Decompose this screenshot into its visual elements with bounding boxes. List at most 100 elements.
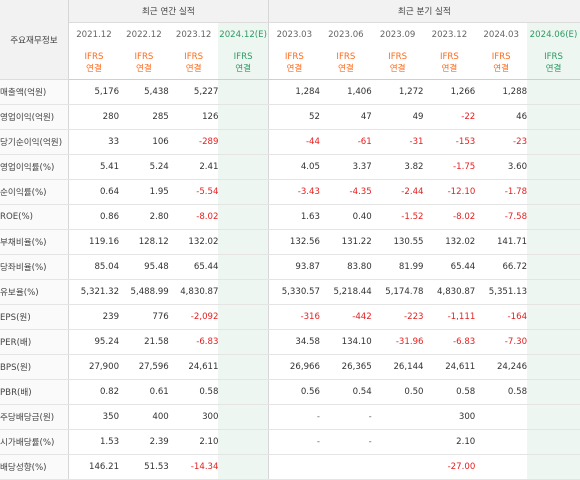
standard-consolidated: 연결 [493, 64, 510, 74]
table-cell: 5,330.57 [268, 279, 320, 305]
table-cell: 0.82 [68, 379, 120, 405]
row-label: EPS(원) [0, 304, 69, 330]
table-cell [218, 104, 269, 130]
row-label: 시가배당률(%) [0, 429, 69, 455]
table-row: 당기순이익(억원) 33 106 -289 -44 -61 -31 -153 -23 [0, 129, 580, 155]
table-cell: 5.41 [68, 154, 120, 180]
table-cell: 3.60 [475, 154, 528, 180]
table-cell: -442 [319, 304, 372, 330]
table-cell: 27,900 [68, 354, 120, 380]
table-cell: 131.22 [319, 229, 372, 255]
table-cell: 400 [119, 404, 169, 430]
table-cell [218, 79, 269, 105]
table-cell: -27.00 [423, 454, 476, 480]
table-cell [527, 79, 580, 105]
table-cell: 5,321.32 [68, 279, 120, 305]
table-cell: 26,966 [268, 354, 320, 380]
table-row: 당좌비율(%) 85.04 95.48 65.44 93.87 83.80 81.99 65.… [0, 254, 580, 280]
table-cell: -8.02 [168, 204, 219, 230]
table-row: 영업이익(억원) 280 285 126 52 47 49 -22 46 [0, 104, 580, 130]
table-cell: 24,611 [168, 354, 219, 380]
annual-group-header: 최근 연간 실적 [68, 0, 269, 23]
table-row: 부채비율(%) 119.16 128.12 132.02 132.56 131.22 130… [0, 229, 580, 255]
accounting-standard-header: IFRS 연결 [68, 47, 120, 80]
row-label: 순이익률(%) [0, 179, 69, 205]
table-cell: -4.35 [319, 179, 372, 205]
table-cell: -31 [371, 129, 424, 155]
table-cell: 300 [168, 404, 219, 430]
table-cell [475, 454, 528, 480]
standard-consolidated: 연결 [136, 64, 152, 74]
table-cell: 1,266 [423, 79, 476, 105]
table-cell [371, 454, 424, 480]
table-cell: 26,365 [319, 354, 372, 380]
table-cell: -1,111 [423, 304, 476, 330]
table-cell: 27,596 [119, 354, 169, 380]
accounting-standard-header: IFRS 연결 [119, 47, 169, 80]
table-cell: 0.86 [68, 204, 120, 230]
table-cell: 24,246 [475, 354, 528, 380]
table-cell: 1.95 [119, 179, 169, 205]
row-label: ROE(%) [0, 204, 69, 230]
table-cell: -23 [475, 129, 528, 155]
table-cell: 300 [423, 404, 476, 430]
row-label: 주당배당금(원) [0, 404, 69, 430]
standard-ifrs: IFRS [491, 52, 511, 62]
table-cell: -1.75 [423, 154, 476, 180]
table-cell [527, 379, 580, 405]
table-cell [218, 304, 269, 330]
table-cell: 83.80 [319, 254, 372, 280]
table-cell [527, 279, 580, 305]
table-cell: 132.56 [268, 229, 320, 255]
table-cell [268, 454, 320, 480]
table-cell [218, 254, 269, 280]
period-header: 2023.12 [431, 30, 468, 40]
table-cell: 24,611 [423, 354, 476, 380]
row-label: 배당성향(%) [0, 454, 69, 480]
standard-consolidated: 연결 [389, 64, 406, 74]
table-cell: 5,227 [168, 79, 219, 105]
table-cell [218, 429, 269, 455]
table-cell [527, 129, 580, 155]
table-row: 순이익률(%) 0.64 1.95 -5.54 -3.43 -4.35 -2.44 -12.1… [0, 179, 580, 205]
table-cell: 0.58 [423, 379, 476, 405]
table-cell: 0.54 [319, 379, 372, 405]
standard-consolidated: 연결 [86, 64, 102, 74]
table-cell: -61 [319, 129, 372, 155]
standard-ifrs: IFRS [544, 52, 563, 62]
table-cell: 285 [119, 104, 169, 130]
quarter-group-header: 최근 분기 실적 [268, 0, 580, 23]
table-cell: 0.58 [168, 379, 219, 405]
table-cell: -22 [423, 104, 476, 130]
table-row: 매출액(억원) 5,176 5,438 5,227 1,284 1,406 1,272 1,2… [0, 79, 580, 105]
table-cell [371, 429, 424, 455]
table-cell: 0.56 [268, 379, 320, 405]
table-cell: 128.12 [119, 229, 169, 255]
table-cell: 66.72 [475, 254, 528, 280]
table-cell: -44 [268, 129, 320, 155]
row-label: 당기순이익(억원) [0, 129, 69, 155]
table-cell [218, 129, 269, 155]
period-header: 2024.06(E) [527, 22, 580, 47]
table-cell: 0.40 [319, 204, 372, 230]
table-cell: 26,144 [371, 354, 424, 380]
period-header: 2023.06 [328, 30, 364, 40]
table-cell [319, 454, 372, 480]
table-cell: - [319, 429, 372, 455]
table-cell: 0.50 [371, 379, 424, 405]
table-cell: -6.83 [168, 329, 219, 355]
table-cell: 5,218.44 [319, 279, 372, 305]
accounting-standard-header: IFRS 연결 [475, 47, 528, 80]
table-cell [218, 229, 269, 255]
table-cell [218, 379, 269, 405]
standard-ifrs: IFRS [233, 52, 253, 62]
table-cell [527, 104, 580, 130]
table-cell [527, 204, 580, 230]
accounting-standard-header: IFRS 연결 [527, 47, 580, 80]
period-header: 2021.12 [76, 30, 112, 40]
table-cell: 1,406 [319, 79, 372, 105]
standard-ifrs: IFRS [439, 52, 459, 62]
table-cell: 132.02 [168, 229, 219, 255]
period-header: 2023.12 [175, 30, 212, 40]
